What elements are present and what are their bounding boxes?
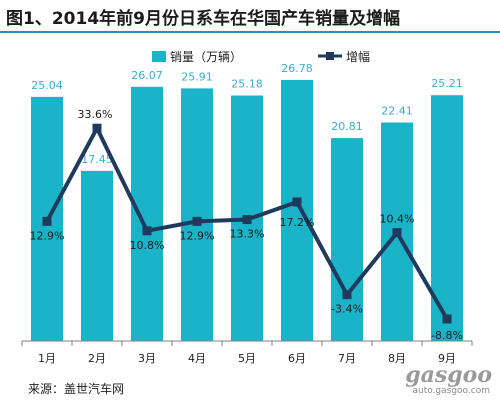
legend-bar-label: 销量（万辆）: [170, 50, 242, 64]
x-tick-label-2: 2月: [88, 352, 106, 365]
watermark-main: gasgoo: [405, 362, 492, 388]
x-ticks: 1月 2月 3月 4月 5月 6月 7月 8月 9月: [21, 341, 473, 365]
growth-marker-9: [442, 314, 452, 324]
growth-marker-1: [42, 216, 52, 226]
title-rule: [0, 31, 500, 33]
bar-labels: 25.04 17.45 26.07 25.91 25.18 26.78 20.81 22.41…: [31, 62, 463, 166]
bar-9: [431, 95, 463, 341]
growth-label-3: 10.8%: [130, 239, 165, 252]
growth-label-2: 33.6%: [78, 108, 113, 121]
x-tick-label-9: 9月: [438, 352, 456, 365]
bar-4: [181, 88, 213, 341]
growth-marker-5: [242, 215, 252, 225]
legend-bar-swatch: [152, 51, 166, 62]
x-tick-label-1: 1月: [38, 352, 56, 365]
legend-line-marker: [326, 52, 334, 60]
bar-7: [331, 138, 363, 341]
legend-line-label: 增幅: [346, 49, 370, 64]
legend: 销量（万辆） 增幅: [152, 49, 370, 64]
growth-label-5: 13.3%: [230, 228, 265, 241]
bar-label-4: 25.91: [181, 70, 213, 83]
growth-label-8: 10.4%: [380, 213, 415, 226]
bar-label-7: 20.81: [331, 120, 363, 133]
bar-label-5: 25.18: [231, 77, 263, 90]
source-note: 来源：盖世汽车网: [28, 382, 125, 396]
growth-line: [42, 123, 452, 324]
bar-label-1: 25.04: [31, 79, 63, 92]
bar-2: [81, 170, 113, 341]
bar-label-6: 26.78: [281, 62, 313, 75]
bar-label-9: 25.21: [431, 77, 463, 90]
growth-label-4: 12.9%: [180, 229, 215, 242]
bar-label-2: 17.45: [81, 153, 113, 166]
growth-marker-4: [192, 216, 202, 226]
bar-label-3: 26.07: [131, 69, 163, 82]
x-tick-label-8: 8月: [388, 352, 406, 365]
bar-6: [281, 79, 313, 342]
growth-marker-6: [292, 197, 302, 207]
x-tick-label-4: 4月: [188, 352, 206, 365]
bars: [31, 79, 463, 342]
bar-label-8: 22.41: [381, 105, 413, 118]
growth-marker-8: [392, 228, 402, 238]
chart-title: 图1、2014年前9月份日系车在华国产车销量及增幅: [6, 9, 400, 29]
gasgoo-watermark: gasgoo auto.gasgoo.com: [394, 362, 494, 398]
growth-label-7: -3.4%: [331, 303, 363, 316]
growth-marker-7: [342, 290, 352, 300]
x-tick-label-6: 6月: [288, 352, 306, 365]
growth-labels: 12.9% 33.6% 10.8% 12.9% 13.3% 17.2% -3.4% 10.4%…: [30, 108, 463, 342]
x-tick-label-5: 5月: [238, 352, 256, 365]
x-tick-label-3: 3月: [138, 352, 156, 365]
growth-label-6: 17.2%: [280, 216, 315, 229]
watermark-sub: auto.gasgoo.com: [412, 386, 490, 396]
growth-label-9: -8.8%: [431, 329, 463, 342]
growth-marker-3: [142, 226, 152, 236]
growth-label-1: 12.9%: [30, 229, 65, 242]
bar-3: [131, 86, 163, 341]
x-tick-label-7: 7月: [338, 352, 356, 365]
growth-marker-2: [92, 123, 102, 133]
